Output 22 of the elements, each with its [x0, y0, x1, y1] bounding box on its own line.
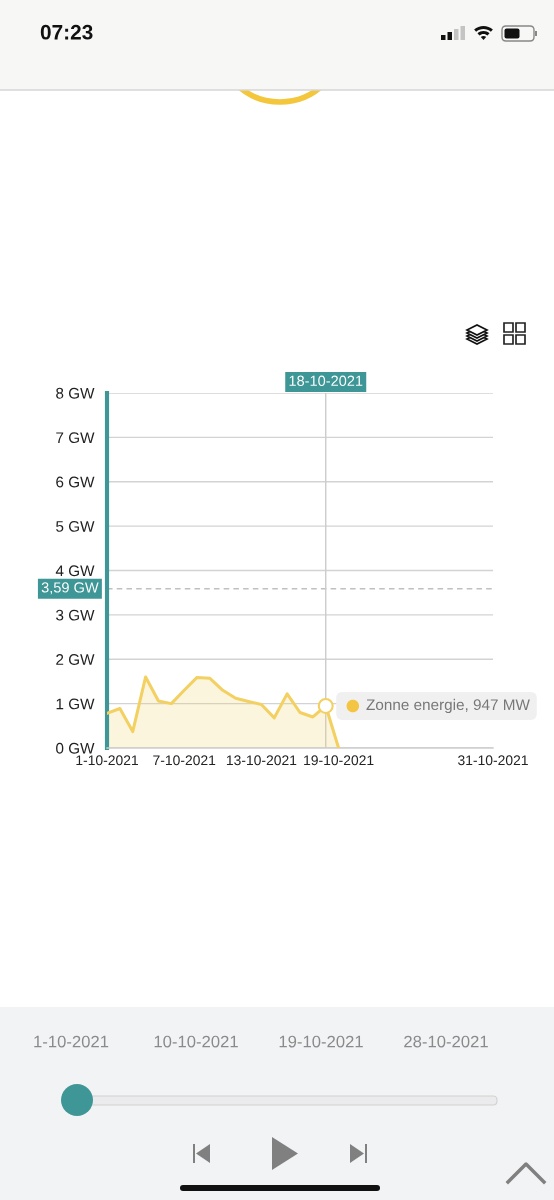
y-tick-label: 5 GW: [56, 520, 95, 532]
y-tick-label: 0 GW: [56, 742, 95, 754]
y-tick-label: 6 GW: [56, 476, 95, 488]
text: 1-10-2021: [34, 1035, 109, 1048]
ref-line-label: 18-10-2021: [289, 375, 363, 386]
text: 07:23: [40, 24, 93, 40]
y-tick-label: 8 GW: [56, 387, 95, 399]
x-tick-label: 13-10-2021: [226, 755, 297, 766]
y-tick-label: 7 GW: [56, 432, 95, 444]
y-tick-label: 2 GW: [56, 654, 95, 665]
x-tick-label: 31-10-2021: [458, 755, 528, 766]
text: 19-10-2021: [279, 1035, 363, 1048]
x-tick-label: 7-10-2021: [153, 755, 216, 766]
y-tick-label: 3 GW: [56, 609, 95, 621]
text: 10-10-2021: [154, 1035, 238, 1048]
y-tick-label: 4 GW: [55, 565, 95, 577]
text: 28-10-2021: [404, 1035, 488, 1048]
ref-line-label: 3,59 GW: [41, 582, 99, 595]
x-tick-label: 1-10-2021: [76, 755, 138, 766]
x-tick-label: 19-10-2021: [304, 755, 374, 766]
y-tick-label: 1 GW: [56, 698, 95, 710]
annotation: Zonne energie, 947 MW: [366, 698, 530, 714]
